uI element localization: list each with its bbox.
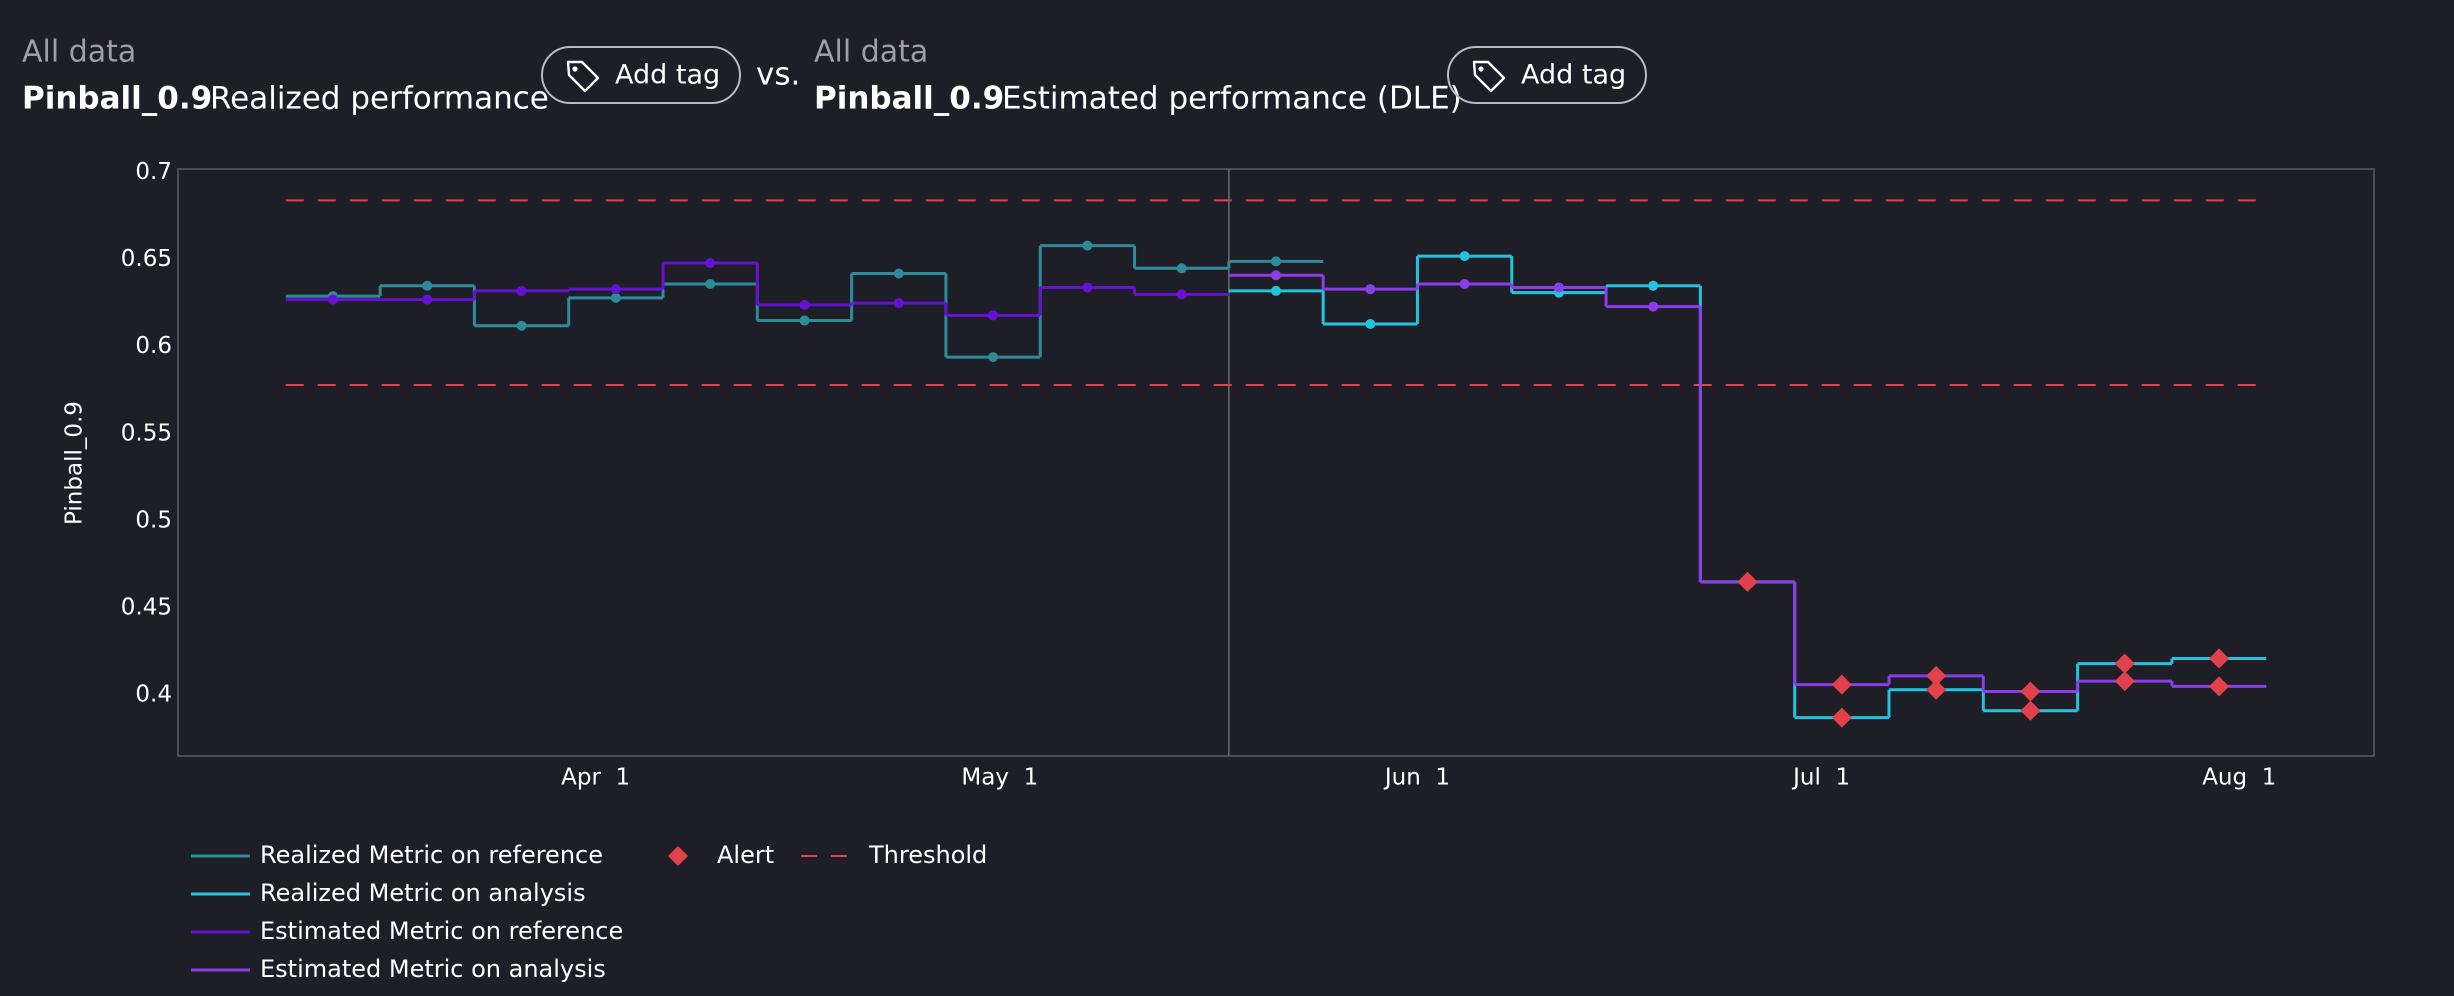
x-tick-label: Jun 1	[1383, 765, 1450, 791]
legend-label: Alert	[717, 841, 774, 869]
alert-marker	[2114, 653, 2135, 674]
button-label[interactable]: Add tag	[1521, 60, 1626, 91]
metric-name: Pinball_0.9	[814, 81, 1004, 117]
scope: All data	[22, 35, 136, 70]
legend-label: Estimated Metric on reference	[260, 917, 623, 945]
legend-label: Threshold	[868, 841, 987, 869]
point-marker	[1648, 301, 1659, 312]
point-marker	[1648, 280, 1659, 291]
y-tick-label: 0.45	[121, 594, 172, 620]
alert-marker	[1926, 679, 1947, 700]
alert-marker	[2114, 671, 2135, 692]
alert-marker	[2020, 681, 2041, 702]
point-marker	[1271, 270, 1281, 281]
point-marker	[1365, 284, 1376, 295]
point-marker	[516, 320, 527, 331]
point-marker	[1176, 289, 1187, 300]
point-marker	[1553, 282, 1564, 293]
point-marker	[1459, 278, 1470, 289]
tag-icon-hole	[1478, 66, 1484, 72]
point-marker	[705, 258, 716, 269]
point-marker	[1082, 282, 1093, 293]
metric-name: Pinball_0.9	[22, 81, 212, 117]
point-marker	[893, 298, 904, 309]
point-marker	[705, 278, 716, 289]
metric-kind: Realized performance	[210, 81, 549, 117]
legend-label: Estimated Metric on analysis	[260, 955, 606, 983]
button-label[interactable]: Add tag	[615, 60, 720, 91]
vs-separator: vs.	[756, 57, 800, 93]
point-marker	[1365, 319, 1376, 330]
legend-swatch	[668, 846, 688, 866]
x-tick-label: Jul 1	[1791, 765, 1850, 791]
legend-label: Realized Metric on reference	[260, 841, 603, 869]
point-marker	[799, 299, 810, 310]
point-marker	[893, 268, 904, 279]
alert-marker	[2209, 676, 2230, 697]
point-marker	[1176, 263, 1187, 274]
point-marker	[1271, 256, 1281, 267]
alert-marker	[1737, 571, 1758, 592]
y-tick-label: 0.5	[135, 507, 172, 533]
point-marker	[988, 310, 999, 321]
point-marker	[1082, 240, 1093, 251]
alert-marker	[2209, 648, 2230, 669]
plot-frame	[177, 168, 2375, 757]
y-tick-label: 0.4	[135, 682, 172, 708]
point-marker	[988, 352, 999, 363]
point-marker	[1459, 251, 1470, 262]
y-tick-label: 0.7	[135, 159, 172, 185]
metric-kind: Estimated performance (DLE)	[1002, 81, 1462, 117]
button-border	[1447, 46, 1647, 104]
point-marker	[799, 315, 810, 326]
point-marker	[610, 284, 621, 295]
tag-icon	[1472, 60, 1506, 93]
y-tick-label: 0.55	[121, 420, 172, 446]
alert-marker	[1831, 674, 1852, 695]
tag-icon-hole	[572, 66, 578, 72]
y-tick-label: 0.65	[121, 246, 172, 272]
button-border	[541, 46, 741, 104]
legend-label: Realized Metric on analysis	[260, 879, 586, 907]
alert-marker	[1926, 665, 1947, 686]
point-marker	[610, 292, 621, 303]
alert-marker	[1831, 707, 1852, 728]
point-marker	[516, 285, 527, 296]
point-marker	[1271, 285, 1281, 296]
x-tick-label: Aug 1	[2202, 765, 2276, 791]
point-marker	[422, 294, 433, 305]
alert-marker	[2020, 700, 2041, 721]
x-tick-label: May 1	[961, 765, 1038, 791]
point-marker	[422, 280, 433, 291]
add-tag-button[interactable]: Add tag	[1447, 46, 1647, 104]
x-tick-label: Apr 1	[561, 765, 630, 791]
scope: All data	[814, 35, 928, 70]
add-tag-button[interactable]: Add tag	[541, 46, 741, 104]
header: All data Pinball_0.9 Realized performanc…	[22, 35, 1647, 117]
y-axis-label: Pinball_0.9	[62, 401, 88, 525]
y-tick-label: 0.6	[135, 333, 172, 359]
tag-icon	[566, 60, 600, 93]
point-marker	[327, 294, 338, 305]
